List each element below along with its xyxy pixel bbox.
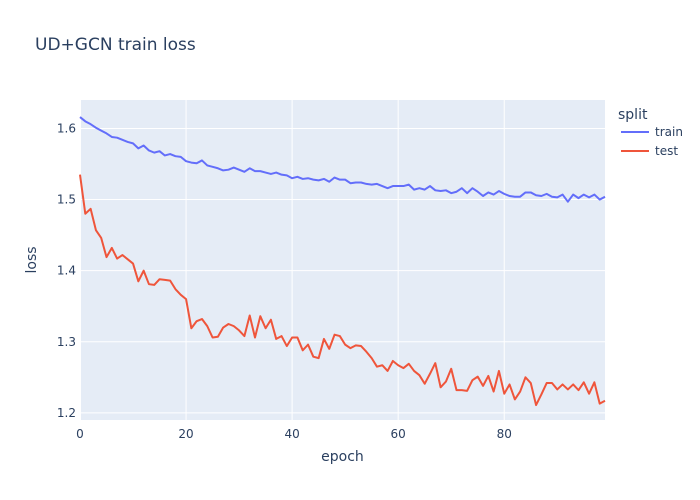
x-grid bbox=[79, 100, 505, 420]
plot-area bbox=[80, 100, 605, 420]
y-tick-label: 1.6 bbox=[57, 121, 76, 135]
x-tick-label: 0 bbox=[76, 427, 84, 441]
y-tick-label: 1.5 bbox=[57, 193, 76, 207]
legend-label-train: train bbox=[655, 125, 683, 139]
x-tick-label: 60 bbox=[391, 427, 406, 441]
x-axis-title: epoch bbox=[321, 449, 364, 465]
y-tick-labels: 1.2 1.3 1.4 1.5 1.6 bbox=[57, 121, 76, 419]
y-tick-label: 1.2 bbox=[57, 406, 76, 420]
x-tick-label: 20 bbox=[178, 427, 193, 441]
x-tick-label: 80 bbox=[497, 427, 512, 441]
series-layer bbox=[79, 116, 606, 407]
legend-label-test: test bbox=[655, 144, 678, 158]
legend-items: train test bbox=[621, 125, 683, 158]
x-tick-labels: 0 20 40 60 80 bbox=[76, 427, 512, 441]
legend-item-train[interactable]: train bbox=[621, 125, 683, 139]
series-line-test[interactable] bbox=[79, 174, 606, 407]
y-axis-title: loss bbox=[24, 246, 40, 273]
legend-item-test[interactable]: test bbox=[621, 144, 678, 158]
chart-title: UD+GCN train loss bbox=[35, 35, 196, 55]
y-tick-label: 1.4 bbox=[57, 264, 76, 278]
legend[interactable]: split train test bbox=[618, 107, 683, 158]
legend-title: split bbox=[618, 107, 648, 123]
series-line-train[interactable] bbox=[79, 116, 606, 203]
y-tick-label: 1.3 bbox=[57, 335, 76, 349]
x-tick-label: 40 bbox=[284, 427, 299, 441]
